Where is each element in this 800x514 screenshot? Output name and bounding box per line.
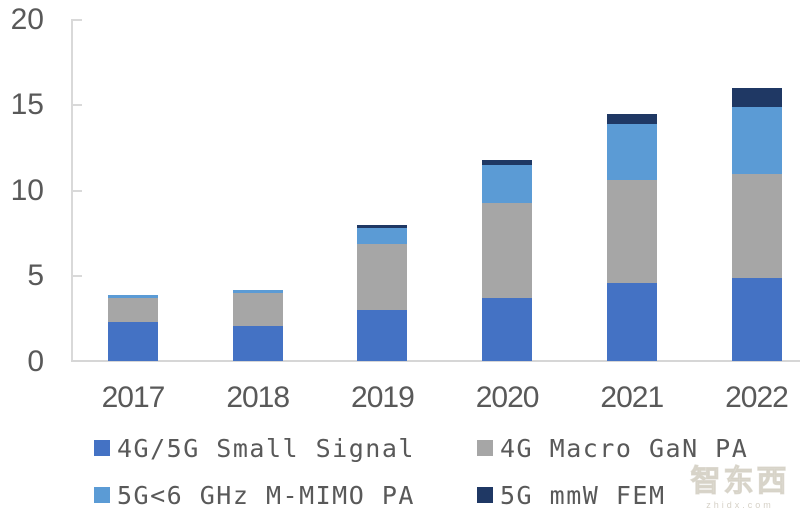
bar-segment — [606, 123, 657, 181]
bar-segment — [731, 106, 782, 174]
bar-segment — [357, 224, 408, 229]
bar-segment — [731, 277, 782, 362]
bar-segment — [606, 282, 657, 362]
bar-segment — [731, 88, 782, 107]
watermark-logo: 智东西 — [690, 465, 790, 499]
y-axis-tick-label: 20 — [10, 2, 44, 36]
watermark: 智东西 zhidx.com — [684, 465, 796, 511]
y-axis-tick-label: 15 — [10, 88, 44, 122]
y-axis-tick — [73, 189, 82, 192]
y-axis-tick — [73, 104, 82, 107]
legend-item: 5G mmW FEM — [477, 480, 666, 510]
bar-segment — [357, 243, 408, 311]
bar-segment — [731, 173, 782, 278]
legend-item: 4G Macro GaN PA — [477, 433, 749, 463]
legend-label: 4G Macro GaN PA — [500, 433, 749, 463]
legend-label: 5G<6 GHz M-MIMO PA — [117, 480, 415, 510]
bar-segment — [482, 202, 533, 299]
bar-segment — [232, 289, 283, 294]
x-axis-line — [71, 360, 800, 362]
x-axis-tick-label: 2017 — [101, 381, 166, 414]
y-axis-tick-label: 10 — [10, 173, 44, 207]
legend-label: 4G/5G Small Signal — [117, 433, 415, 463]
x-axis-tick-label: 2020 — [475, 381, 540, 414]
bar-segment — [482, 164, 533, 203]
bar-segment — [232, 325, 283, 362]
legend-item: 5G<6 GHz M-MIMO PA — [94, 480, 415, 510]
y-axis-line — [71, 19, 73, 362]
bar-segment — [606, 180, 657, 283]
legend-swatch-icon — [94, 487, 110, 503]
legend-label: 5G mmW FEM — [500, 480, 666, 510]
y-axis-tick — [73, 275, 82, 278]
y-axis-tick — [73, 18, 82, 21]
bar-segment — [482, 159, 533, 165]
x-axis-tick-label: 2019 — [351, 381, 415, 414]
bar-segment — [606, 113, 657, 124]
y-axis-tick-label: 5 — [27, 259, 44, 293]
bar-segment — [482, 298, 533, 362]
y-axis-tick-label: 0 — [27, 344, 44, 378]
bar-segment — [357, 228, 408, 244]
bar-segment — [232, 293, 283, 326]
legend-swatch-icon — [94, 440, 110, 456]
legend-item: 4G/5G Small Signal — [94, 433, 415, 463]
legend-swatch-icon — [477, 487, 493, 503]
x-axis-tick-label: 2021 — [600, 381, 664, 414]
bar-segment — [108, 322, 158, 362]
x-axis-tick-label: 2022 — [725, 381, 789, 414]
bar-segment — [108, 298, 158, 323]
watermark-url: zhidx.com — [706, 500, 774, 510]
x-axis-tick-label: 2018 — [226, 381, 290, 414]
legend-swatch-icon — [477, 440, 493, 456]
bar-segment — [108, 294, 158, 299]
bar-segment — [357, 310, 408, 362]
